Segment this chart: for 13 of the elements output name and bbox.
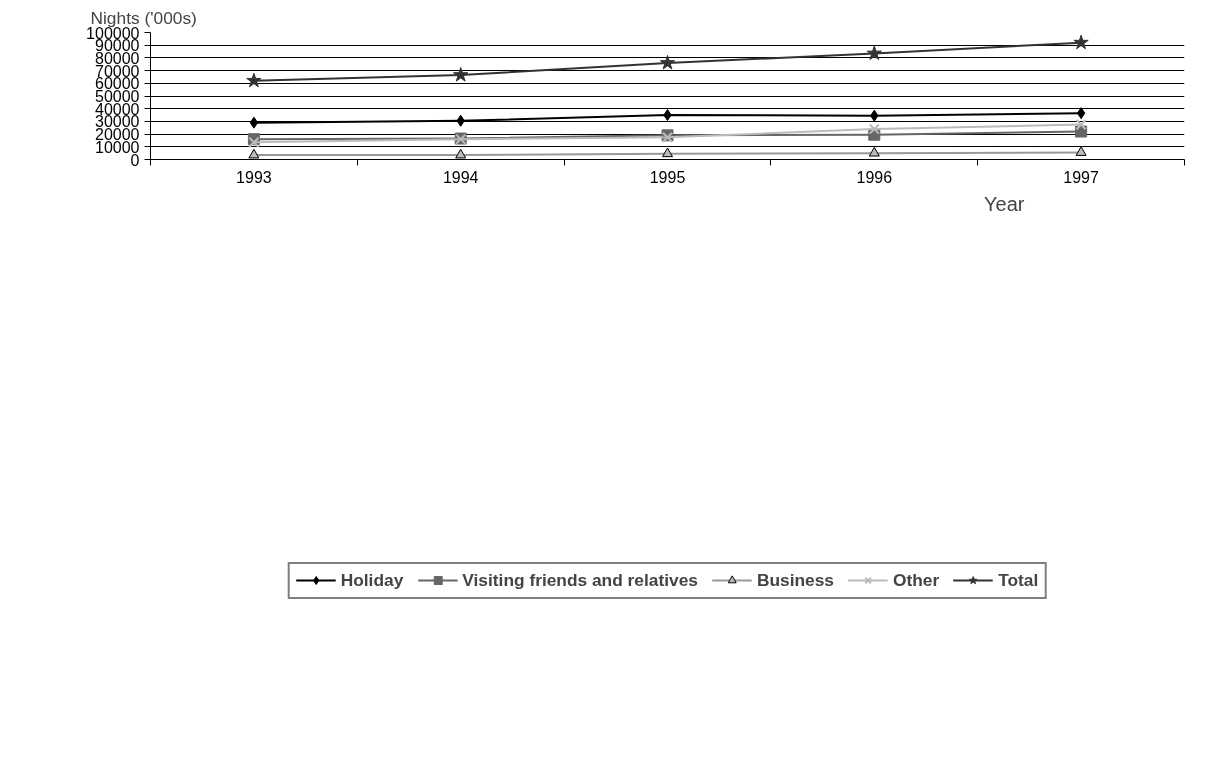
x-tick-label: 1994 xyxy=(442,168,479,186)
legend-label: Other xyxy=(892,569,940,591)
legend-label: Holiday xyxy=(340,569,404,591)
y-tick-label: 50000 xyxy=(95,88,140,105)
y-axis-title: Nights ('000s) xyxy=(90,7,197,28)
x-tick-label: 1997 xyxy=(1063,168,1099,186)
x-tick-label: 1996 xyxy=(856,168,893,186)
legend-label: Visiting friends and relatives xyxy=(462,569,698,591)
legend-label: Total xyxy=(998,569,1039,591)
legend-label: Business xyxy=(756,569,834,591)
x-axis-title: Year xyxy=(984,192,1025,215)
x-tick-label: 1993 xyxy=(236,168,272,186)
x-tick-label: 1995 xyxy=(649,168,686,186)
